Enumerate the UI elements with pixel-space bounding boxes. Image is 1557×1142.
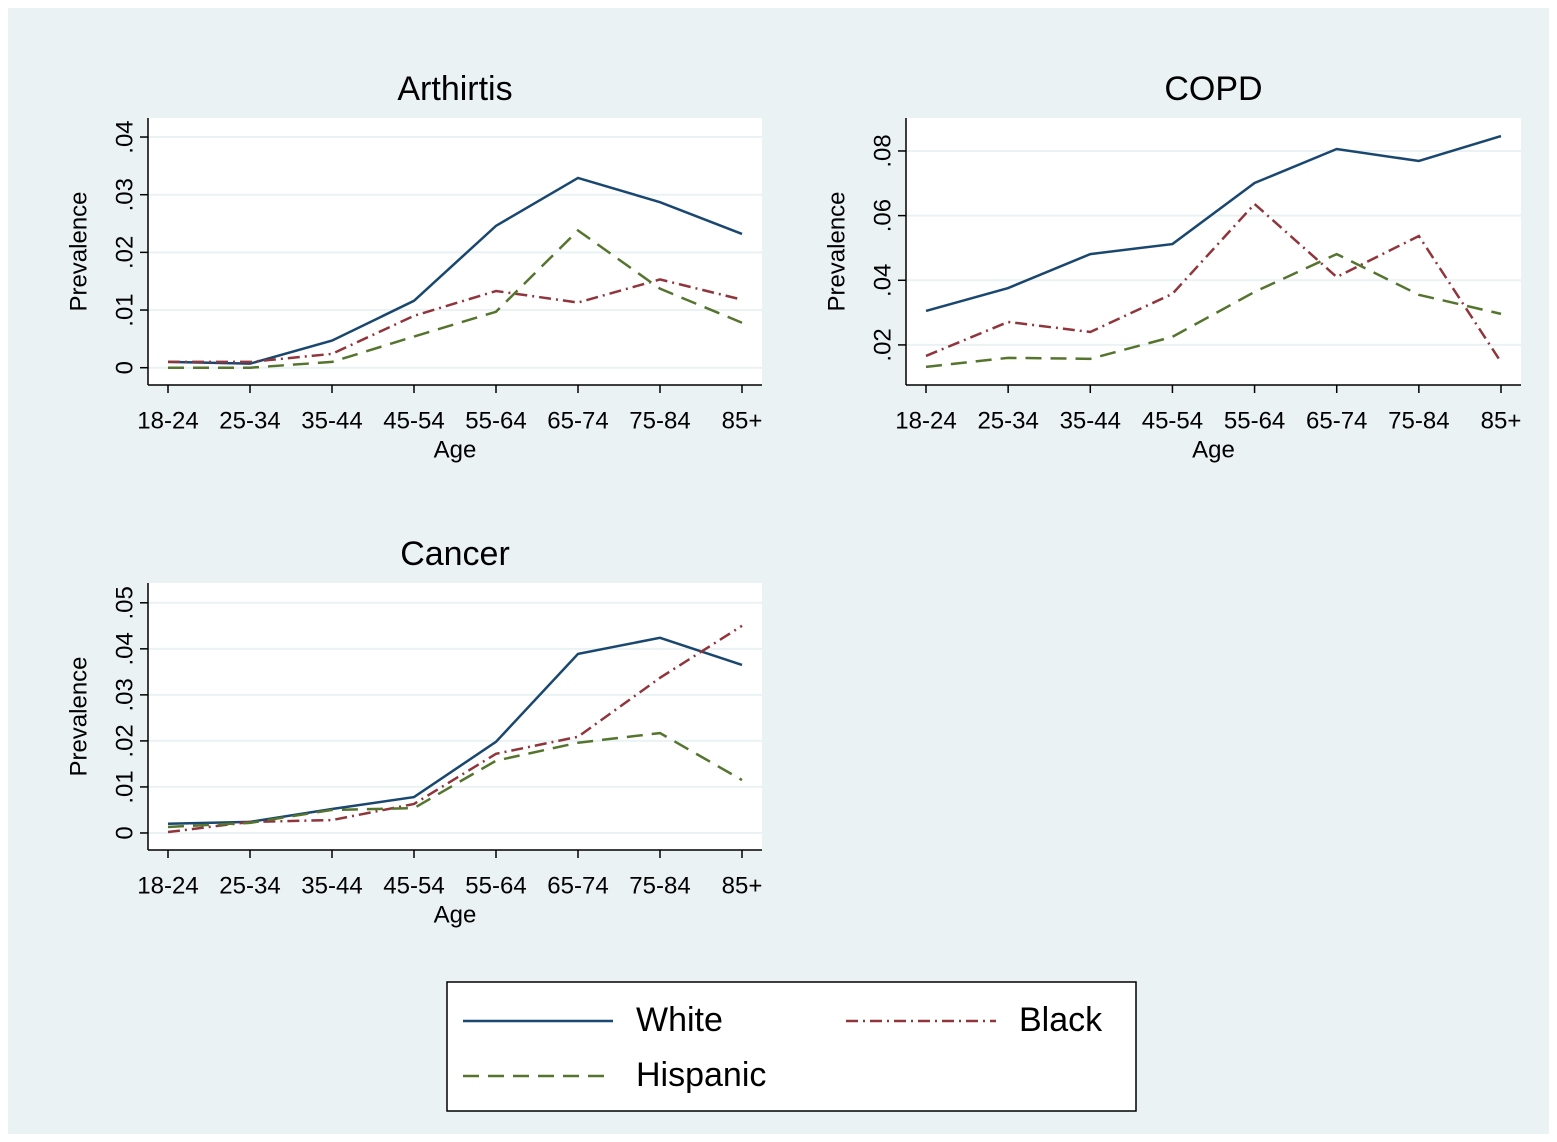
legend-label: Hispanic	[636, 1056, 766, 1094]
x-tick-label: 18-24	[895, 407, 956, 434]
x-tick-label: 25-34	[977, 407, 1038, 434]
y-tick-label: .05	[111, 586, 138, 619]
series-line	[925, 252, 1502, 369]
x-tick-label: 25-34	[219, 872, 280, 899]
y-tick-label: .02	[111, 236, 138, 269]
x-tick-label: 75-84	[1388, 407, 1449, 434]
y-tick-label: .08	[869, 134, 896, 167]
y-tick-label: .03	[111, 678, 138, 711]
x-tick-label: 85+	[722, 407, 763, 434]
chart-title: COPD	[1164, 70, 1262, 108]
plot-area	[906, 118, 1521, 385]
x-tick-label: 75-84	[629, 872, 690, 899]
y-tick-label: .04	[111, 120, 138, 153]
x-tick-label: 55-64	[465, 407, 526, 434]
series-line	[925, 202, 1503, 363]
x-axis-title: Age	[1192, 436, 1235, 463]
y-tick-label: .06	[869, 199, 896, 232]
y-axis-title: Prevalence	[65, 191, 92, 311]
x-tick-label: 85+	[1481, 407, 1522, 434]
x-tick-label: 45-54	[1142, 407, 1203, 434]
y-tick-label: .01	[111, 293, 138, 326]
x-tick-label: 55-64	[465, 872, 526, 899]
y-tick-label: 0	[111, 826, 138, 839]
chart-title: Arthirtis	[397, 70, 512, 108]
series-line	[167, 624, 743, 834]
legend-label: White	[636, 1001, 723, 1039]
y-tick-label: 0	[111, 361, 138, 374]
x-tick-label: 65-74	[547, 872, 608, 899]
series-line	[167, 636, 743, 826]
x-tick-label: 65-74	[547, 407, 608, 434]
x-tick-label: 18-24	[137, 872, 198, 899]
x-tick-label: 45-54	[383, 407, 444, 434]
y-tick-label: .02	[869, 328, 896, 361]
x-axis-title: Age	[434, 436, 477, 463]
x-tick-label: 25-34	[219, 407, 280, 434]
series-line	[925, 134, 1502, 313]
x-tick-label: 35-44	[301, 872, 362, 899]
x-tick-label: 65-74	[1306, 407, 1367, 434]
y-tick-label: .04	[869, 264, 896, 297]
y-tick-label: .02	[111, 724, 138, 757]
y-tick-label: .03	[111, 178, 138, 211]
y-tick-label: .01	[111, 770, 138, 803]
y-tick-label: .04	[111, 632, 138, 665]
x-tick-label: 45-54	[383, 872, 444, 899]
series-line	[168, 278, 743, 364]
chart-title: Cancer	[400, 535, 510, 573]
legend-label: Black	[1019, 1001, 1103, 1039]
x-tick-label: 35-44	[1060, 407, 1121, 434]
x-tick-label: 35-44	[301, 407, 362, 434]
y-axis-title: Prevalence	[65, 656, 92, 776]
y-axis-title: Prevalence	[823, 191, 850, 311]
x-tick-label: 75-84	[629, 407, 690, 434]
x-tick-label: 85+	[722, 872, 763, 899]
series-line	[167, 176, 743, 365]
x-tick-label: 18-24	[137, 407, 198, 434]
legend-box	[446, 981, 1137, 1112]
x-axis-title: Age	[434, 901, 477, 928]
series-line	[168, 228, 743, 369]
x-tick-label: 55-64	[1224, 407, 1285, 434]
plot-area	[148, 583, 762, 850]
